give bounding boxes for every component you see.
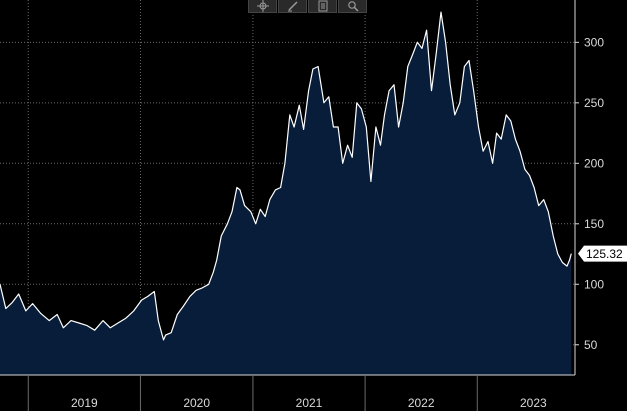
draw-icon [287, 1, 298, 12]
y-tick-label: 250 [584, 96, 604, 110]
news-icon [318, 0, 327, 12]
x-axis-ticks: 2019 2020 2021 2022 2023 [27, 375, 547, 411]
y-tick-label: 200 [584, 156, 604, 170]
zoom-button[interactable] [338, 0, 367, 13]
y-axis-ticks: 50 100 150 200 250 300 [575, 35, 604, 352]
x-tick-label: 2023 [520, 396, 547, 410]
last-value-marker: 125.32 [578, 245, 627, 262]
x-tick-label: 2022 [408, 396, 435, 410]
last-value-box [578, 245, 627, 262]
x-tick-label: 2020 [183, 396, 210, 410]
y-tick-label: 150 [584, 217, 604, 231]
chart-toolbar [248, 0, 368, 14]
last-value-label: 125.32 [586, 247, 623, 261]
x-tick-label: 2019 [71, 396, 98, 410]
crosshair-icon [256, 0, 269, 12]
x-tick-label: 2021 [296, 396, 323, 410]
news-button[interactable] [308, 0, 337, 13]
y-tick-label: 50 [584, 338, 598, 352]
price-area [0, 12, 572, 375]
zoom-icon [347, 1, 359, 12]
price-line [0, 11, 572, 341]
y-tick-label: 100 [584, 277, 604, 291]
crosshair-button[interactable] [248, 0, 277, 13]
draw-button[interactable] [278, 0, 307, 13]
y-tick-label: 300 [584, 35, 604, 49]
